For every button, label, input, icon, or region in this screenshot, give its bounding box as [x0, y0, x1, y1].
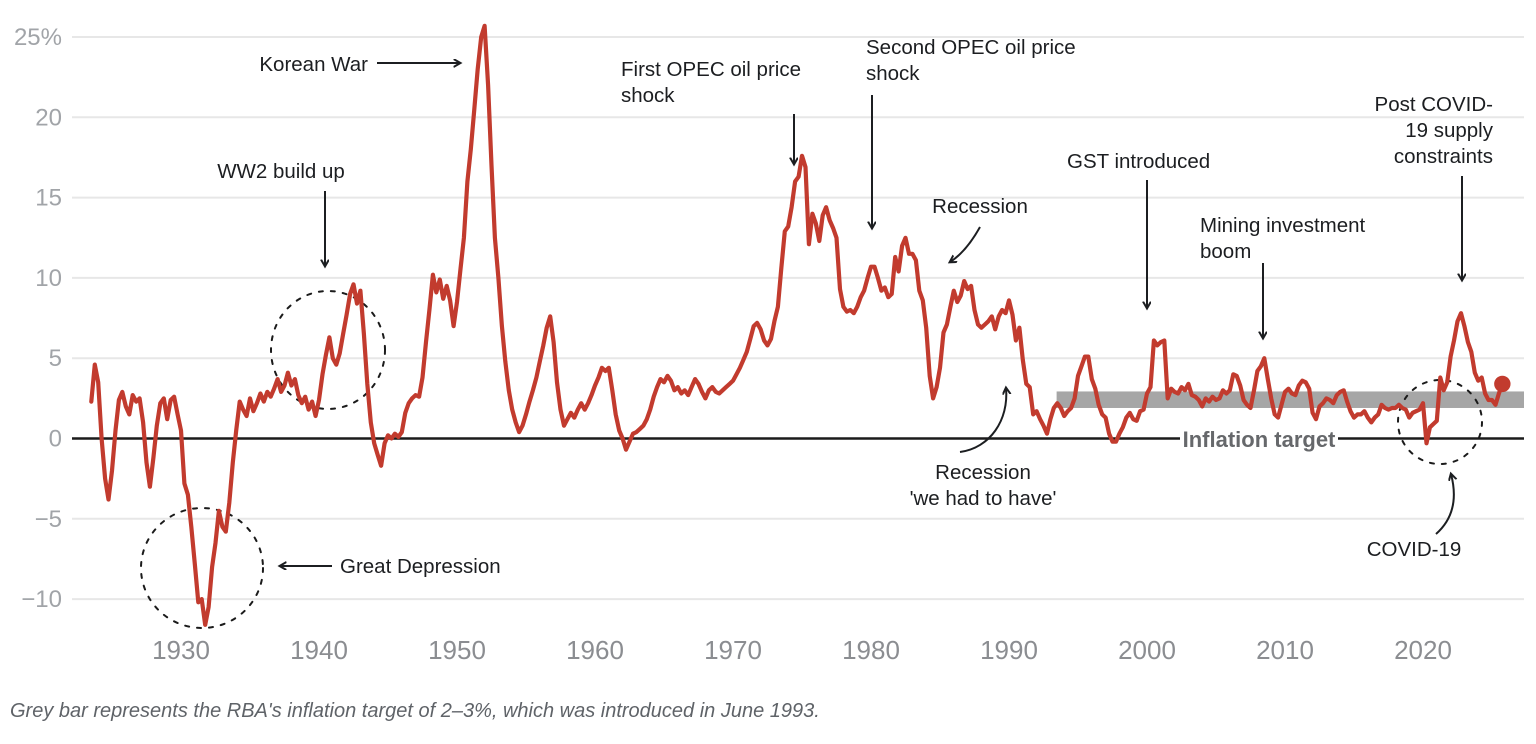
chart-canvas: 25% 20 15 10 5 0 −5 −10 1930 1940 1950 1960 1970 198… — [14, 23, 1524, 665]
ww2-build-up-circle — [270, 290, 386, 410]
x-tick-label: 2010 — [1256, 635, 1314, 665]
gst-introduced-label: GST introduced — [1067, 150, 1210, 173]
x-tick-label: 2020 — [1394, 635, 1452, 665]
recession-1980s-label: Recession — [932, 195, 1028, 218]
covid-19-arrow — [1435, 474, 1454, 535]
y-axis-labels: 25% 20 15 10 5 0 −5 −10 — [14, 24, 62, 613]
covid-19-circle — [1397, 379, 1483, 465]
korean-war-label: Korean War — [259, 53, 368, 76]
x-tick-label: 1960 — [566, 635, 624, 665]
x-tick-label: 1950 — [428, 635, 486, 665]
y-tick-label: 20 — [35, 104, 62, 131]
x-tick-label: 1990 — [980, 635, 1038, 665]
x-tick-label: 1970 — [704, 635, 762, 665]
highlight-circles — [140, 290, 1483, 629]
y-tick-label: 15 — [35, 185, 62, 212]
y-tick-label: −10 — [21, 586, 62, 613]
first-opec-oil-price-shock-label: First OPEC oil price shock — [621, 58, 801, 107]
footnote: Grey bar represents the RBA's inflation … — [10, 700, 820, 722]
x-tick-label: 1980 — [842, 635, 900, 665]
y-tick-label: −5 — [35, 506, 62, 533]
ww2-build-up-label: WW2 build up — [217, 160, 345, 183]
x-tick-label: 1930 — [152, 635, 210, 665]
second-opec-oil-price-shock-label: Second OPEC oil price shock — [866, 36, 1076, 85]
y-tick-label: 5 — [49, 345, 62, 372]
annotations: Korean War WW2 build up First OPEC oil pri… — [217, 36, 1494, 578]
recession-1980s-arrow — [950, 226, 981, 262]
y-tick-label: 0 — [49, 426, 62, 453]
recession-we-had-to-have-label: Recession'we had to have' — [910, 461, 1057, 510]
inflation-target-label: Inflation target — [1183, 427, 1336, 452]
x-tick-label: 2000 — [1118, 635, 1176, 665]
covid-19-label: COVID-19 — [1367, 538, 1462, 561]
x-tick-label: 1940 — [290, 635, 348, 665]
inflation-line-series — [89, 23, 1505, 627]
great-depression-label: Great Depression — [340, 555, 501, 578]
recession-we-had-to-have-arrow — [959, 388, 1006, 453]
latest-value-dot — [1494, 375, 1511, 393]
post-covid-supply-constraints-label: Post COVID-19 supply constraints — [1375, 93, 1494, 168]
mining-investment-boom-label: Mining investment boom — [1200, 214, 1366, 263]
y-tick-label: 10 — [35, 265, 62, 292]
great-depression-circle — [140, 507, 264, 629]
y-tick-label: 25% — [14, 24, 62, 51]
gridlines — [72, 36, 1524, 601]
x-axis-labels: 1930 1940 1950 1960 1970 1980 1990 2000 2010 2020 — [152, 635, 1452, 665]
